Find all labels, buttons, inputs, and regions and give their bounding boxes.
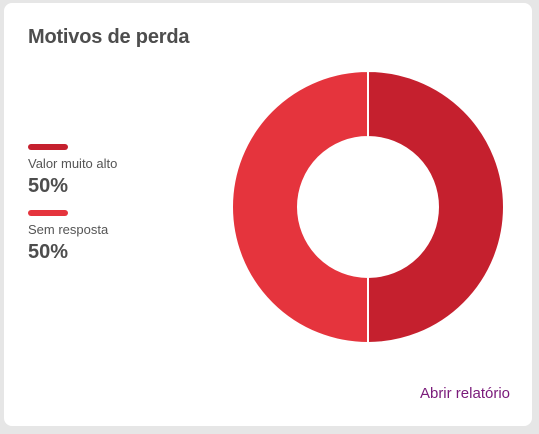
legend-item: Valor muito alto 50% bbox=[28, 144, 198, 210]
loss-reasons-card: Motivos de perda Valor muito alto 50% Se… bbox=[4, 3, 532, 426]
legend-label: Valor muito alto bbox=[28, 156, 118, 171]
donut-slice[interactable] bbox=[367, 69, 505, 345]
legend-item: Sem resposta 50% bbox=[28, 210, 198, 276]
legend-label: Sem resposta bbox=[28, 222, 109, 237]
donut-slices bbox=[231, 69, 505, 345]
legend-value: 50% bbox=[28, 175, 69, 197]
legend-value: 50% bbox=[28, 241, 69, 263]
chart-legend: Valor muito alto 50% Sem resposta 50% bbox=[28, 144, 198, 276]
open-report-link[interactable]: Abrir relatório bbox=[419, 385, 510, 402]
legend-swatch bbox=[28, 210, 68, 216]
card-title: Motivos de perda bbox=[28, 26, 190, 48]
legend-swatch bbox=[28, 144, 68, 150]
donut-chart bbox=[231, 69, 505, 345]
donut-slice[interactable] bbox=[231, 69, 369, 345]
